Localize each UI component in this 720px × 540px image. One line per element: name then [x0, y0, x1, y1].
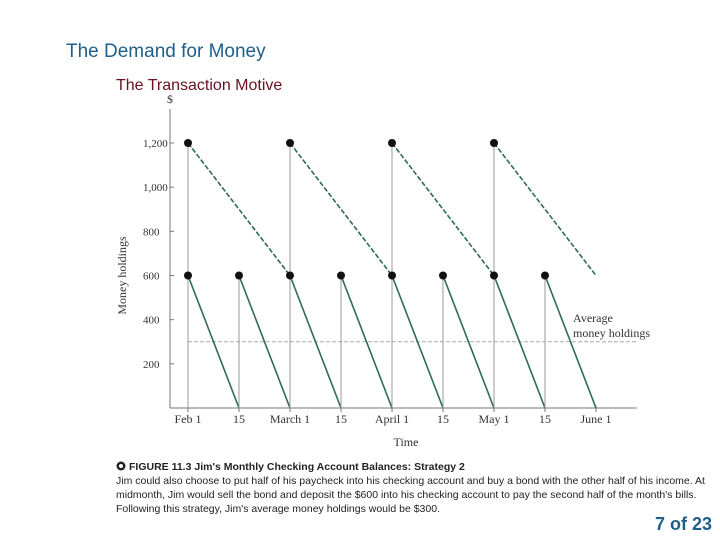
- data-point-marker: [541, 271, 549, 280]
- data-point-marker: [490, 139, 498, 147]
- y-tick-label: 200: [143, 359, 160, 371]
- slide-subtitle: The Transaction Motive: [116, 77, 283, 94]
- data-point-marker: [388, 271, 396, 280]
- data-point-marker: [286, 139, 294, 147]
- x-tick-label: 15: [539, 412, 551, 426]
- slide-title: The Demand for Money: [66, 41, 266, 62]
- checking-series-segment: [391, 275, 444, 409]
- y-tick-label: 1,000: [143, 182, 168, 194]
- x-tick-label: May 1: [479, 412, 510, 426]
- x-tick-label: March 1: [270, 412, 310, 426]
- data-point-marker: [490, 271, 498, 280]
- average-label-line1: Average: [573, 311, 613, 325]
- data-point-marker: [388, 139, 396, 147]
- x-axis-label: Time: [394, 435, 419, 449]
- checking-series-segment: [442, 275, 495, 409]
- checking-series-segment: [238, 275, 291, 409]
- data-point-marker: [184, 271, 192, 280]
- checking-series-segment: [544, 275, 597, 409]
- y-axis-label: Money holdings: [115, 236, 129, 315]
- figure-bullet-icon: [116, 461, 126, 471]
- data-point-marker: [235, 271, 243, 280]
- caption-body: Jim could also choose to put half of his…: [116, 475, 705, 515]
- data-point-marker: [439, 271, 447, 280]
- x-tick-label: June 1: [581, 412, 612, 426]
- checking-series-segment: [493, 275, 546, 409]
- x-tick-label: 15: [437, 412, 449, 426]
- x-tick-label: 15: [233, 412, 245, 426]
- y-tick-label: 400: [143, 315, 160, 327]
- page-number: 7 of 23: [654, 514, 712, 534]
- bond-decline-segment: [187, 142, 291, 276]
- checking-series-segment: [289, 275, 342, 409]
- checking-series-segment: [340, 275, 393, 409]
- x-tick-label: 15: [335, 412, 347, 426]
- checking-series-segment: [187, 275, 240, 409]
- data-point-marker: [184, 139, 192, 147]
- bond-decline-segment: [493, 142, 597, 276]
- y-tick-label: 600: [143, 271, 160, 283]
- data-point-marker: [286, 271, 294, 280]
- average-label-line2: money holdings: [573, 326, 650, 340]
- figure-caption: FIGURE 11.3 Jim's Monthly Checking Accou…: [116, 460, 716, 516]
- y-tick-label: 800: [143, 226, 160, 238]
- caption-heading: FIGURE 11.3 Jim's Monthly Checking Accou…: [129, 461, 465, 473]
- bond-decline-segment: [289, 142, 393, 276]
- bond-decline-segment: [391, 142, 495, 276]
- y-tick-label: 1,200: [143, 138, 168, 150]
- y-axis-unit: $: [167, 92, 173, 106]
- x-tick-label: Feb 1: [175, 412, 202, 426]
- data-point-marker: [337, 271, 345, 280]
- x-tick-label: April 1: [375, 412, 409, 426]
